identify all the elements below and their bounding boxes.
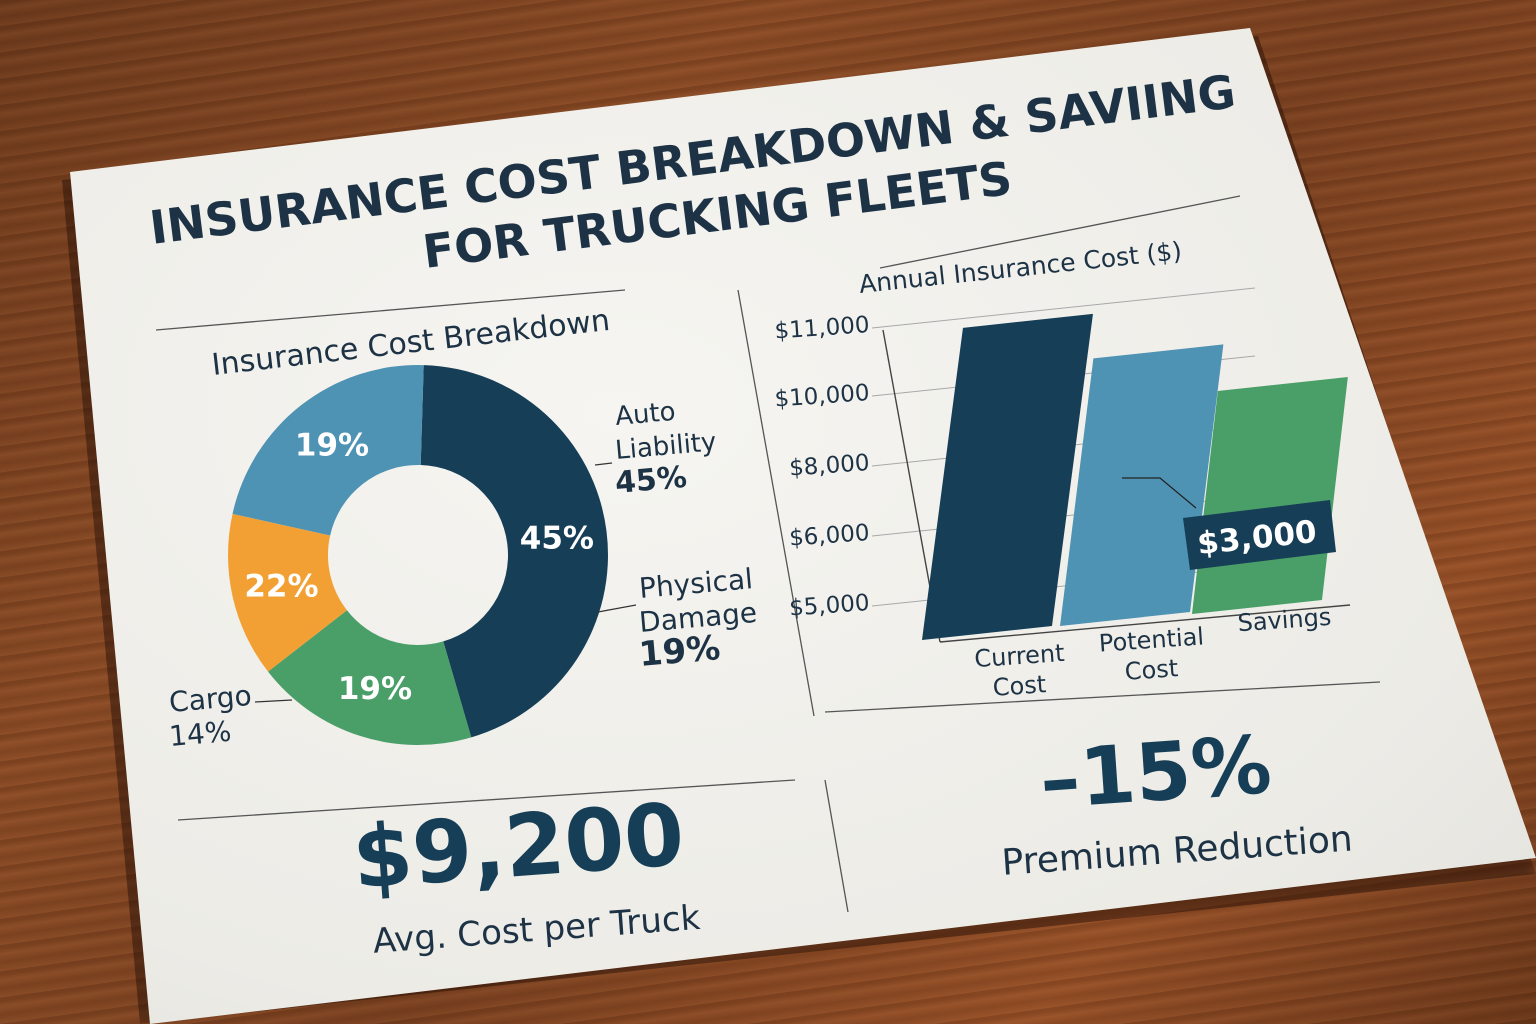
donut-callout-leader-0 — [594, 462, 613, 466]
donut-chart: 45% 19% 22% 19% — [227, 364, 609, 746]
bar-y-tick-0: $11,000 — [774, 312, 871, 345]
divider-top-left — [155, 289, 626, 331]
donut-callout-text-2-0: Cargo — [168, 679, 253, 719]
divider-bottom-right — [824, 681, 1381, 713]
bar-category-label-1-0: Potential — [1098, 622, 1205, 657]
bar-2 — [1192, 377, 1348, 614]
donut-slice-label-2: 22% — [244, 569, 318, 605]
bar-category-label-0-1: Cost — [992, 670, 1047, 702]
bar-y-tick-2: $8,000 — [788, 450, 870, 482]
bar-x-axis — [939, 604, 1351, 643]
donut-slice-label-3: 19% — [295, 427, 369, 463]
bar-y-tick-4: $5,000 — [788, 590, 870, 622]
donut-slice-label-1: 19% — [338, 671, 412, 707]
kpi-avg-cost: $9,200 Avg. Cost per Truck — [349, 785, 702, 962]
donut-slice-physical-damage-1 — [268, 610, 472, 746]
bar-0 — [922, 313, 1093, 640]
bar-category-label-2-0: Savings — [1237, 603, 1332, 637]
donut-callout-text-1-2: 19% — [637, 628, 722, 675]
bar-category-label-0-0: Current — [974, 639, 1066, 673]
bar-annotation-box — [1183, 500, 1336, 570]
kpi-reduction-value: –15% — [1037, 718, 1274, 827]
bar-annotation-leader — [1122, 477, 1197, 509]
donut-slice-unlabeled-3 — [232, 364, 424, 536]
donut-slice-auto-liability-0 — [420, 365, 609, 738]
kpi-reduction-label: Premium Reduction — [1000, 818, 1354, 883]
donut-callout-text-0-1: Liability — [614, 427, 718, 466]
kpi-premium-reduction: –15% Premium Reduction — [1000, 718, 1354, 884]
bar-chart: $11,000$10,000$8,000$6,000$5,000CurrentC… — [774, 287, 1351, 702]
donut-callout-leader-2 — [254, 699, 293, 703]
donut-callout-leader-1 — [597, 604, 637, 613]
bar-1 — [1060, 344, 1224, 626]
donut-slice-cargo-2 — [227, 513, 347, 672]
kpi-avg-cost-value: $9,200 — [349, 785, 687, 909]
bar-y-tick-3: $6,000 — [788, 520, 870, 552]
bar-chart-title: Annual Insurance Cost ($) — [858, 236, 1184, 299]
kpi-avg-cost-label: Avg. Cost per Truck — [372, 898, 702, 962]
divider-kpi-vertical — [824, 779, 849, 913]
divider-bottom-left — [177, 779, 796, 821]
donut-slice-label-0: 45% — [520, 520, 594, 556]
bar-category-label-1-1: Cost — [1124, 654, 1179, 686]
donut-callout-text-0-2: 45% — [614, 460, 689, 501]
bar-y-tick-1: $10,000 — [774, 380, 871, 413]
donut-callout-text-2-1: 14% — [168, 715, 233, 753]
divider-vertical-middle — [737, 289, 815, 717]
bar-gridline-0 — [871, 287, 1256, 329]
donut-callout-text-0-0: Auto — [614, 397, 677, 432]
divider-top-right — [879, 195, 1241, 269]
